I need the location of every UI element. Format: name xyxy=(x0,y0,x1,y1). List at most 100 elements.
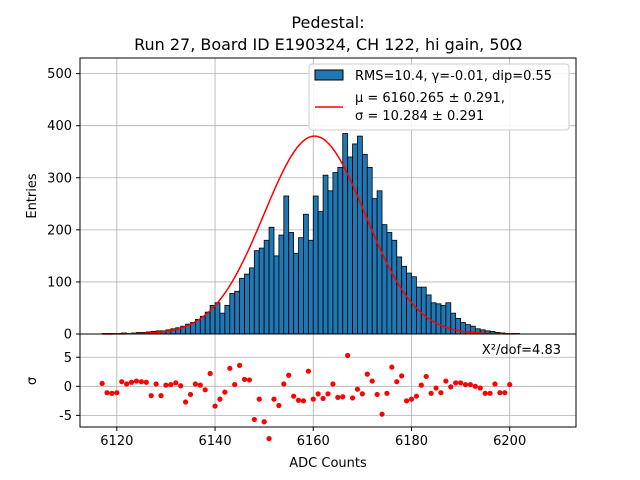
residual-plot-frame xyxy=(79,333,577,428)
main-y-axis-label: Entries xyxy=(25,173,40,219)
hist-bar-6153 xyxy=(278,234,285,335)
residual-point-6193 xyxy=(472,383,478,389)
xtick-label-6160: 6160 xyxy=(297,434,330,449)
residual-point-6180 xyxy=(408,396,415,402)
hist-bar-6165 xyxy=(337,166,344,335)
xtick-label-6140: 6140 xyxy=(199,434,232,449)
residual-point-6197 xyxy=(492,381,498,387)
residual-point-6141 xyxy=(217,396,223,402)
hist-bar-6152 xyxy=(273,255,280,335)
hist-bar-6171 xyxy=(366,166,373,335)
hist-bar-6144 xyxy=(234,290,241,335)
residual-point-6162 xyxy=(320,395,326,402)
hist-bar-6156 xyxy=(293,252,299,335)
hist-bar-6163 xyxy=(327,190,334,335)
chart-title: Pedestal: xyxy=(291,13,364,32)
residual-point-6192 xyxy=(467,381,474,388)
residual-point-6147 xyxy=(246,377,253,383)
residual-point-6128 xyxy=(153,381,159,387)
hist-bar-6176 xyxy=(391,239,398,335)
residual-point-6172 xyxy=(369,378,375,384)
hist-bar-6166 xyxy=(342,133,349,335)
legend-box xyxy=(308,63,570,131)
residual-point-6190 xyxy=(457,380,464,386)
residual-point-6167 xyxy=(345,352,351,359)
hist-bar-6172 xyxy=(371,198,378,335)
residual-point-6133 xyxy=(178,383,184,389)
hist-bar-6141 xyxy=(219,312,226,335)
xtick-label-6180: 6180 xyxy=(395,434,428,449)
hist-bar-6188 xyxy=(450,312,457,335)
residual-point-6175 xyxy=(384,390,390,396)
residual-gridlines xyxy=(80,334,576,427)
residual-point-6151 xyxy=(266,436,272,442)
res-ytick-label--5: -5 xyxy=(59,409,72,424)
residual-point-6189 xyxy=(453,380,459,386)
residual-points xyxy=(99,352,513,442)
residual-point-6119 xyxy=(109,390,115,396)
residual-point-6142 xyxy=(222,389,228,395)
hist-bar-6175 xyxy=(386,232,393,335)
hist-bar-6146 xyxy=(244,273,250,335)
residual-point-6145 xyxy=(237,362,243,368)
residual-point-6135 xyxy=(187,391,194,398)
residual-point-6157 xyxy=(295,397,302,403)
xtick-label-6200: 6200 xyxy=(493,434,526,449)
residual-point-6174 xyxy=(379,411,385,417)
residual-point-6169 xyxy=(354,386,361,392)
residual-point-6196 xyxy=(487,390,493,396)
gaussian-fit-line xyxy=(102,135,515,335)
hist-bar-6147 xyxy=(249,267,255,335)
residual-point-6161 xyxy=(315,391,321,397)
hist-bar-6189 xyxy=(455,317,461,335)
hist-bar-6145 xyxy=(239,277,245,335)
residual-point-6200 xyxy=(507,381,513,388)
main-y-axis-ticks: 0 100 200 300 400 500 xyxy=(47,67,80,343)
residual-point-6146 xyxy=(241,376,248,382)
legend-fit-label-mu: μ = 6160.265 ± 0.291, xyxy=(355,91,505,106)
hist-bar-6177 xyxy=(396,256,403,335)
residual-point-6152 xyxy=(271,396,277,402)
residual-point-6126 xyxy=(143,379,149,385)
residual-point-6195 xyxy=(482,390,488,396)
residual-point-6138 xyxy=(202,387,208,393)
main-ytick-label-200: 200 xyxy=(47,223,72,238)
legend-hist-swatch xyxy=(314,69,344,81)
residual-point-6125 xyxy=(138,379,144,385)
residual-y-axis-label: σ xyxy=(25,377,40,385)
hist-bar-6155 xyxy=(288,232,295,335)
residual-point-6194 xyxy=(477,385,483,391)
hist-bar-6160 xyxy=(312,195,319,335)
hist-bar-6151 xyxy=(268,226,275,335)
residual-point-6155 xyxy=(286,372,292,378)
hist-bar-6169 xyxy=(357,135,363,335)
residual-point-6156 xyxy=(291,393,297,399)
residual-point-6134 xyxy=(182,399,189,405)
hist-bar-6182 xyxy=(420,286,427,335)
legend: RMS=10.4, γ=-0.01, dip=0.55 μ = 6160.265… xyxy=(308,63,570,131)
residual-point-6136 xyxy=(192,381,199,387)
xtick-label-6120: 6120 xyxy=(100,434,133,449)
hist-bar-6178 xyxy=(401,265,407,335)
residual-y-axis-ticks: -5 0 5 xyxy=(59,351,80,424)
residual-point-6199 xyxy=(502,390,508,396)
hist-bar-6170 xyxy=(361,153,368,335)
residual-point-6178 xyxy=(399,373,405,379)
hist-bar-6154 xyxy=(283,195,290,335)
residual-point-6164 xyxy=(330,381,336,387)
residual-point-6121 xyxy=(119,379,125,385)
residual-point-6118 xyxy=(104,390,110,396)
hist-bar-6184 xyxy=(430,302,437,335)
hist-bar-6162 xyxy=(322,174,329,335)
residual-point-6122 xyxy=(124,381,130,387)
residual-point-6139 xyxy=(207,370,213,377)
main-ytick-label-500: 500 xyxy=(47,67,72,82)
residual-point-6130 xyxy=(163,382,169,388)
hist-bar-6140 xyxy=(214,302,221,335)
main-ytick-label-300: 300 xyxy=(47,171,72,186)
main-ytick-label-0: 0 xyxy=(64,328,72,343)
legend-fit-label-sigma: σ = 10.284 ± 0.291 xyxy=(355,109,484,124)
residual-point-6124 xyxy=(133,378,140,384)
chi2-annotation: X²/dof=4.83 xyxy=(482,343,561,358)
residual-point-6148 xyxy=(251,416,257,423)
